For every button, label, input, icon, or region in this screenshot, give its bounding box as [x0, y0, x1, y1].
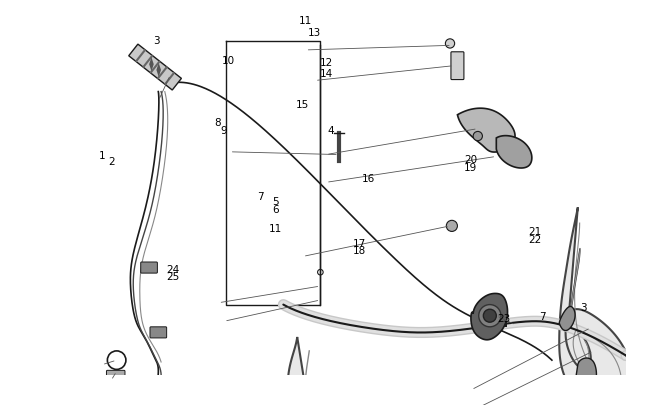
Circle shape — [447, 221, 458, 232]
Text: 4: 4 — [328, 126, 334, 136]
Text: 5: 5 — [272, 197, 279, 207]
FancyBboxPatch shape — [500, 318, 508, 327]
Circle shape — [478, 305, 501, 327]
FancyBboxPatch shape — [107, 371, 125, 379]
FancyBboxPatch shape — [369, 395, 379, 403]
Text: 14: 14 — [320, 69, 333, 79]
Text: 24: 24 — [166, 264, 180, 274]
Polygon shape — [129, 45, 181, 91]
FancyBboxPatch shape — [140, 262, 157, 273]
Polygon shape — [157, 64, 161, 78]
Polygon shape — [287, 337, 460, 405]
Polygon shape — [559, 208, 634, 405]
FancyBboxPatch shape — [451, 53, 464, 80]
Text: 3: 3 — [153, 36, 160, 45]
FancyBboxPatch shape — [362, 394, 371, 401]
Text: 20: 20 — [464, 154, 477, 164]
Text: 7: 7 — [540, 311, 546, 321]
Text: 15: 15 — [296, 99, 309, 109]
Text: 19: 19 — [464, 163, 477, 173]
Text: 18: 18 — [354, 245, 367, 256]
Text: 23: 23 — [498, 313, 511, 323]
Text: 7: 7 — [257, 192, 263, 202]
Polygon shape — [497, 136, 532, 168]
Text: 11: 11 — [299, 16, 313, 26]
Text: 17: 17 — [354, 238, 367, 248]
Circle shape — [445, 40, 454, 49]
Text: 21: 21 — [528, 227, 541, 237]
Text: 10: 10 — [222, 56, 235, 66]
Text: 3: 3 — [580, 303, 587, 313]
Polygon shape — [559, 307, 575, 331]
Text: 2: 2 — [108, 157, 114, 167]
Polygon shape — [571, 249, 580, 313]
Text: 16: 16 — [361, 173, 375, 183]
Text: 1: 1 — [99, 151, 105, 161]
Text: 25: 25 — [166, 272, 180, 282]
Text: 13: 13 — [307, 28, 321, 38]
Polygon shape — [575, 358, 597, 387]
FancyBboxPatch shape — [495, 319, 502, 328]
Text: 12: 12 — [320, 58, 333, 68]
Polygon shape — [149, 58, 154, 72]
Polygon shape — [471, 294, 508, 340]
Text: 9: 9 — [220, 126, 228, 136]
FancyBboxPatch shape — [355, 398, 364, 405]
Circle shape — [473, 132, 482, 141]
Text: 6: 6 — [272, 204, 279, 214]
Text: 22: 22 — [528, 234, 541, 244]
Polygon shape — [458, 109, 515, 153]
FancyBboxPatch shape — [153, 382, 170, 394]
Text: 11: 11 — [269, 223, 282, 233]
Circle shape — [484, 309, 497, 322]
Polygon shape — [350, 388, 386, 405]
FancyBboxPatch shape — [150, 327, 166, 338]
Text: 8: 8 — [214, 118, 221, 128]
